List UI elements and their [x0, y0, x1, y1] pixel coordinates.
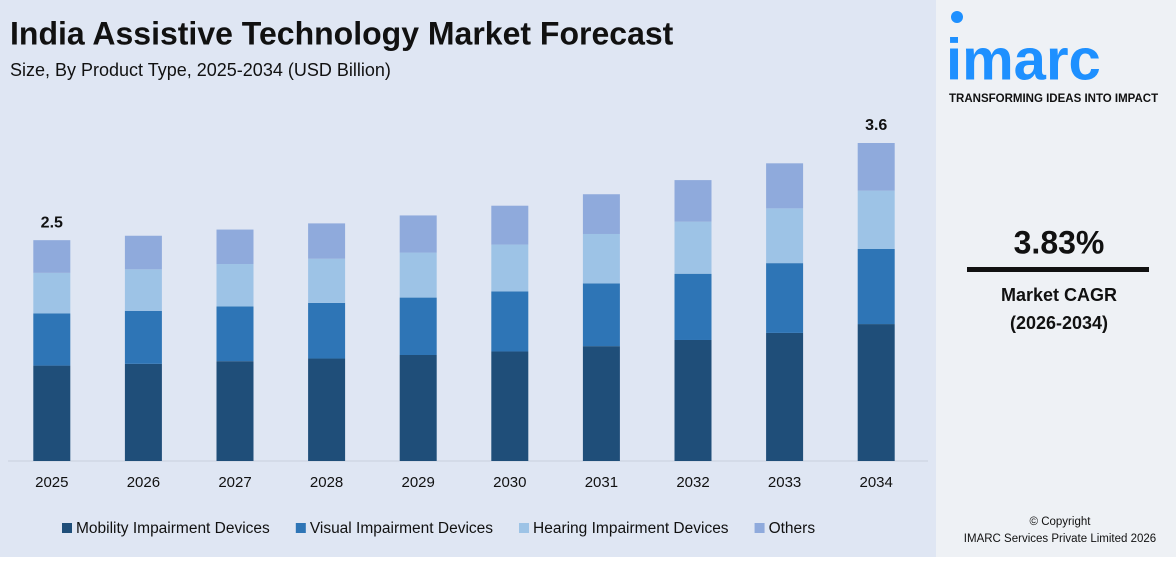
chart-subtitle: Size, By Product Type, 2025-2034 (USD Bi… — [10, 60, 391, 80]
bar-segment — [216, 306, 254, 362]
x-tick-label: 2025 — [35, 474, 68, 491]
x-tick-label: 2028 — [310, 474, 343, 491]
bar-segment — [857, 190, 895, 249]
x-tick-label: 2034 — [860, 474, 893, 491]
bar-segment — [308, 223, 346, 259]
bar-segment — [766, 332, 804, 461]
legend-label: Hearing Impairment Devices — [533, 520, 729, 537]
bar-segment — [582, 346, 620, 461]
company: IMARC Services Private Limited 2026 — [964, 533, 1156, 545]
bar-segment — [674, 221, 712, 274]
total-label: 2.5 — [41, 214, 63, 231]
bar-segment — [124, 235, 162, 270]
tagline: TRANSFORMING IDEAS INTO IMPACT — [949, 93, 1158, 105]
bar-segment — [582, 233, 620, 284]
bar-segment — [674, 180, 712, 222]
bar-segment — [582, 194, 620, 234]
chart-title: India Assistive Technology Market Foreca… — [10, 15, 674, 51]
bar-segment — [33, 272, 71, 314]
bar-segment — [674, 339, 712, 461]
bar-segment — [491, 244, 529, 292]
bar-segment — [33, 313, 71, 366]
bar-segment — [491, 291, 529, 352]
logo: imarc — [946, 27, 1101, 92]
legend-swatch — [295, 523, 306, 533]
bar-segment — [216, 264, 254, 307]
legend-label: Others — [769, 520, 816, 537]
cagr-rule — [967, 267, 1149, 272]
bar-segment — [766, 263, 804, 333]
bar-segment — [33, 240, 71, 273]
bar-segment — [216, 361, 254, 461]
bar-segment — [33, 365, 71, 461]
legend-swatch — [754, 523, 765, 533]
bar-segment — [766, 163, 804, 209]
bar-segment — [124, 269, 162, 311]
x-tick-label: 2029 — [402, 474, 435, 491]
bar-segment — [857, 324, 895, 461]
legend-label: Visual Impairment Devices — [310, 520, 493, 537]
bar-segment — [582, 283, 620, 347]
bar-segment — [124, 310, 162, 364]
legend-swatch — [62, 523, 72, 533]
x-tick-label: 2033 — [768, 474, 801, 491]
cagr-label: Market CAGR — [1001, 285, 1117, 305]
x-tick-label: 2030 — [493, 474, 526, 491]
bar-segment — [216, 229, 254, 265]
bar-segment — [491, 205, 529, 245]
copyright: © Copyright — [1030, 516, 1092, 528]
bar-segment — [399, 252, 437, 298]
bar-segment — [308, 358, 346, 461]
cagr-period: (2026-2034) — [1010, 313, 1108, 333]
x-tick-label: 2031 — [585, 474, 618, 491]
bar-segment — [857, 143, 895, 191]
bar-segment — [491, 351, 529, 461]
legend-swatch — [519, 523, 530, 533]
bar-segment — [308, 302, 346, 359]
bar-segment — [857, 249, 895, 325]
logo-dot — [951, 11, 963, 23]
legend-label: Mobility Impairment Devices — [76, 520, 270, 537]
bar-segment — [766, 208, 804, 264]
x-tick-label: 2032 — [676, 474, 709, 491]
bar-segment — [399, 215, 437, 253]
total-label: 3.6 — [865, 117, 887, 134]
bar-segment — [674, 273, 712, 340]
bar-segment — [308, 258, 346, 303]
bar-segment — [399, 355, 437, 461]
sidebar-background — [936, 0, 1176, 557]
x-tick-label: 2027 — [218, 474, 251, 491]
cagr-value: 3.83% — [1014, 224, 1105, 260]
bar-segment — [399, 297, 437, 355]
bar-segment — [124, 363, 162, 461]
x-tick-label: 2026 — [127, 474, 160, 491]
